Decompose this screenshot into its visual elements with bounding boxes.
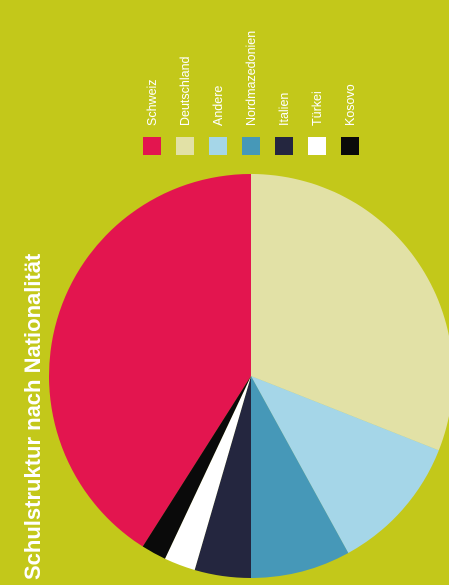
legend-label-schweiz: Schweiz	[145, 79, 159, 126]
pie-slice-andere	[251, 376, 439, 554]
legend-swatch-t-rkei	[308, 137, 326, 155]
pie-slice-schweiz	[49, 174, 251, 547]
pie-slice-deutschland	[251, 174, 449, 451]
legend-swatch-kosovo	[341, 137, 359, 155]
pie-slice-kosovo	[142, 376, 251, 559]
pie-slice-t-rkei	[164, 376, 251, 570]
legend-label-kosovo: Kosovo	[343, 84, 357, 126]
pie-slice-nordmazedonien	[251, 376, 349, 578]
legend-swatch-deutschland	[176, 137, 194, 155]
pie-slice-italien	[194, 376, 251, 578]
legend-swatch-italien	[275, 137, 293, 155]
chart-title: Schulstruktur nach Nationalität	[20, 253, 45, 580]
legend-label-italien: Italien	[277, 93, 291, 126]
legend-swatch-nordmazedonien	[242, 137, 260, 155]
legend-label-andere: Andere	[211, 86, 225, 126]
legend-swatch-andere	[209, 137, 227, 155]
legend-label-nordmazedonien: Nordmazedonien	[244, 31, 258, 126]
legend: Schweiz Deutschland Andere Nordmazedonien It…	[143, 31, 359, 155]
pie-slices	[49, 174, 449, 578]
legend-label-t-rkei: Türkei	[310, 91, 324, 126]
legend-label-deutschland: Deutschland	[178, 56, 192, 126]
legend-swatch-schweiz	[143, 137, 161, 155]
